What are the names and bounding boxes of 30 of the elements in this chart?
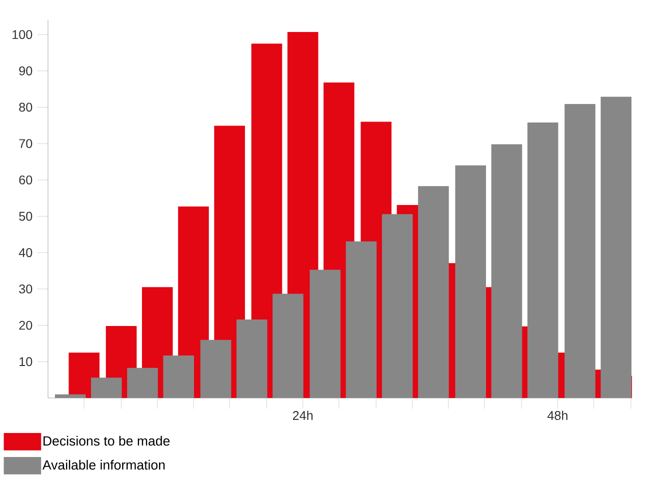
bar [346, 241, 377, 398]
bar [127, 368, 158, 398]
bar [200, 340, 232, 398]
y-tick-label: 100 [12, 30, 32, 40]
bar [310, 270, 341, 398]
bar [236, 319, 268, 398]
bar [527, 122, 558, 398]
y-tick-label: 90 [19, 66, 32, 76]
y-tick-label: 50 [19, 212, 32, 221]
x-tick-label: 48h [547, 410, 568, 420]
bar [54, 394, 86, 398]
bar [455, 165, 486, 398]
bar [491, 144, 522, 398]
x-tick-label: 24h [292, 410, 313, 420]
y-tick-label: 60 [19, 175, 32, 184]
legend-label: Available information [42, 460, 165, 470]
bar [418, 186, 449, 398]
y-tick-label: 10 [20, 357, 32, 366]
legend-label: Decisions to be made [44, 436, 170, 446]
bar [272, 294, 304, 398]
y-tick-label: 20 [19, 320, 32, 330]
bar [382, 214, 413, 398]
bar [564, 104, 596, 398]
bar [163, 355, 194, 398]
bar [600, 96, 632, 398]
y-tick-label: 70 [19, 139, 32, 148]
y-tick-label: 80 [19, 102, 32, 112]
bar [91, 378, 122, 398]
y-tick-label: 30 [19, 284, 32, 294]
y-tick-label: 40 [18, 248, 32, 258]
